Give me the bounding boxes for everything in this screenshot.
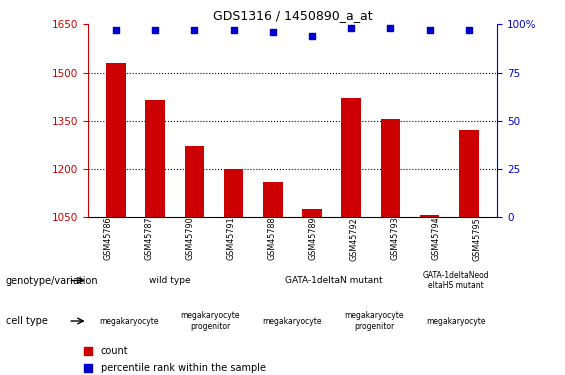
Text: megakaryocyte: megakaryocyte (263, 316, 322, 326)
Bar (106, 63, 126, 217)
Point (84, 348, 93, 354)
Text: genotype/variation: genotype/variation (6, 276, 98, 285)
Text: GSM45791: GSM45791 (227, 217, 236, 261)
Text: GSM45787: GSM45787 (145, 217, 154, 261)
Text: cell type: cell type (6, 316, 47, 326)
Bar (145, 100, 165, 217)
Bar (185, 147, 204, 217)
Text: megakaryocyte: megakaryocyte (427, 316, 486, 326)
Text: wild type: wild type (149, 276, 190, 285)
Text: count: count (101, 346, 128, 356)
Text: GSM45794: GSM45794 (431, 217, 440, 261)
Point (84, 364, 93, 370)
Text: GSM45789: GSM45789 (308, 217, 318, 261)
Text: GATA-1deltaNeod
eltaHS mutant: GATA-1deltaNeod eltaHS mutant (423, 271, 489, 290)
Bar (224, 169, 244, 217)
Text: megakaryocyte
progenitor: megakaryocyte progenitor (345, 311, 404, 331)
Text: GSM45790: GSM45790 (185, 217, 194, 261)
Bar (420, 214, 440, 217)
Point (268, 29, 277, 35)
Text: GSM45788: GSM45788 (267, 217, 276, 260)
Bar (381, 119, 400, 217)
Bar (341, 98, 361, 217)
Text: GATA-1deltaN mutant: GATA-1deltaN mutant (285, 276, 382, 285)
Point (347, 25, 356, 31)
Bar (459, 130, 479, 217)
Text: GSM45793: GSM45793 (390, 217, 399, 261)
Text: megakaryocyte: megakaryocyte (99, 316, 158, 326)
Bar (302, 209, 322, 217)
Point (229, 27, 238, 33)
Text: GSM45792: GSM45792 (349, 217, 358, 261)
Point (190, 27, 199, 33)
Text: GSM45786: GSM45786 (103, 217, 112, 260)
Text: megakaryocyte
progenitor: megakaryocyte progenitor (181, 311, 240, 331)
Point (151, 27, 160, 33)
Text: GSM45795: GSM45795 (472, 217, 481, 261)
Point (464, 27, 473, 33)
Point (111, 27, 120, 33)
Text: percentile rank within the sample: percentile rank within the sample (101, 363, 266, 373)
Bar (263, 182, 282, 217)
Title: GDS1316 / 1450890_a_at: GDS1316 / 1450890_a_at (212, 9, 372, 22)
Point (386, 25, 395, 31)
Point (307, 33, 316, 39)
Point (425, 27, 434, 33)
